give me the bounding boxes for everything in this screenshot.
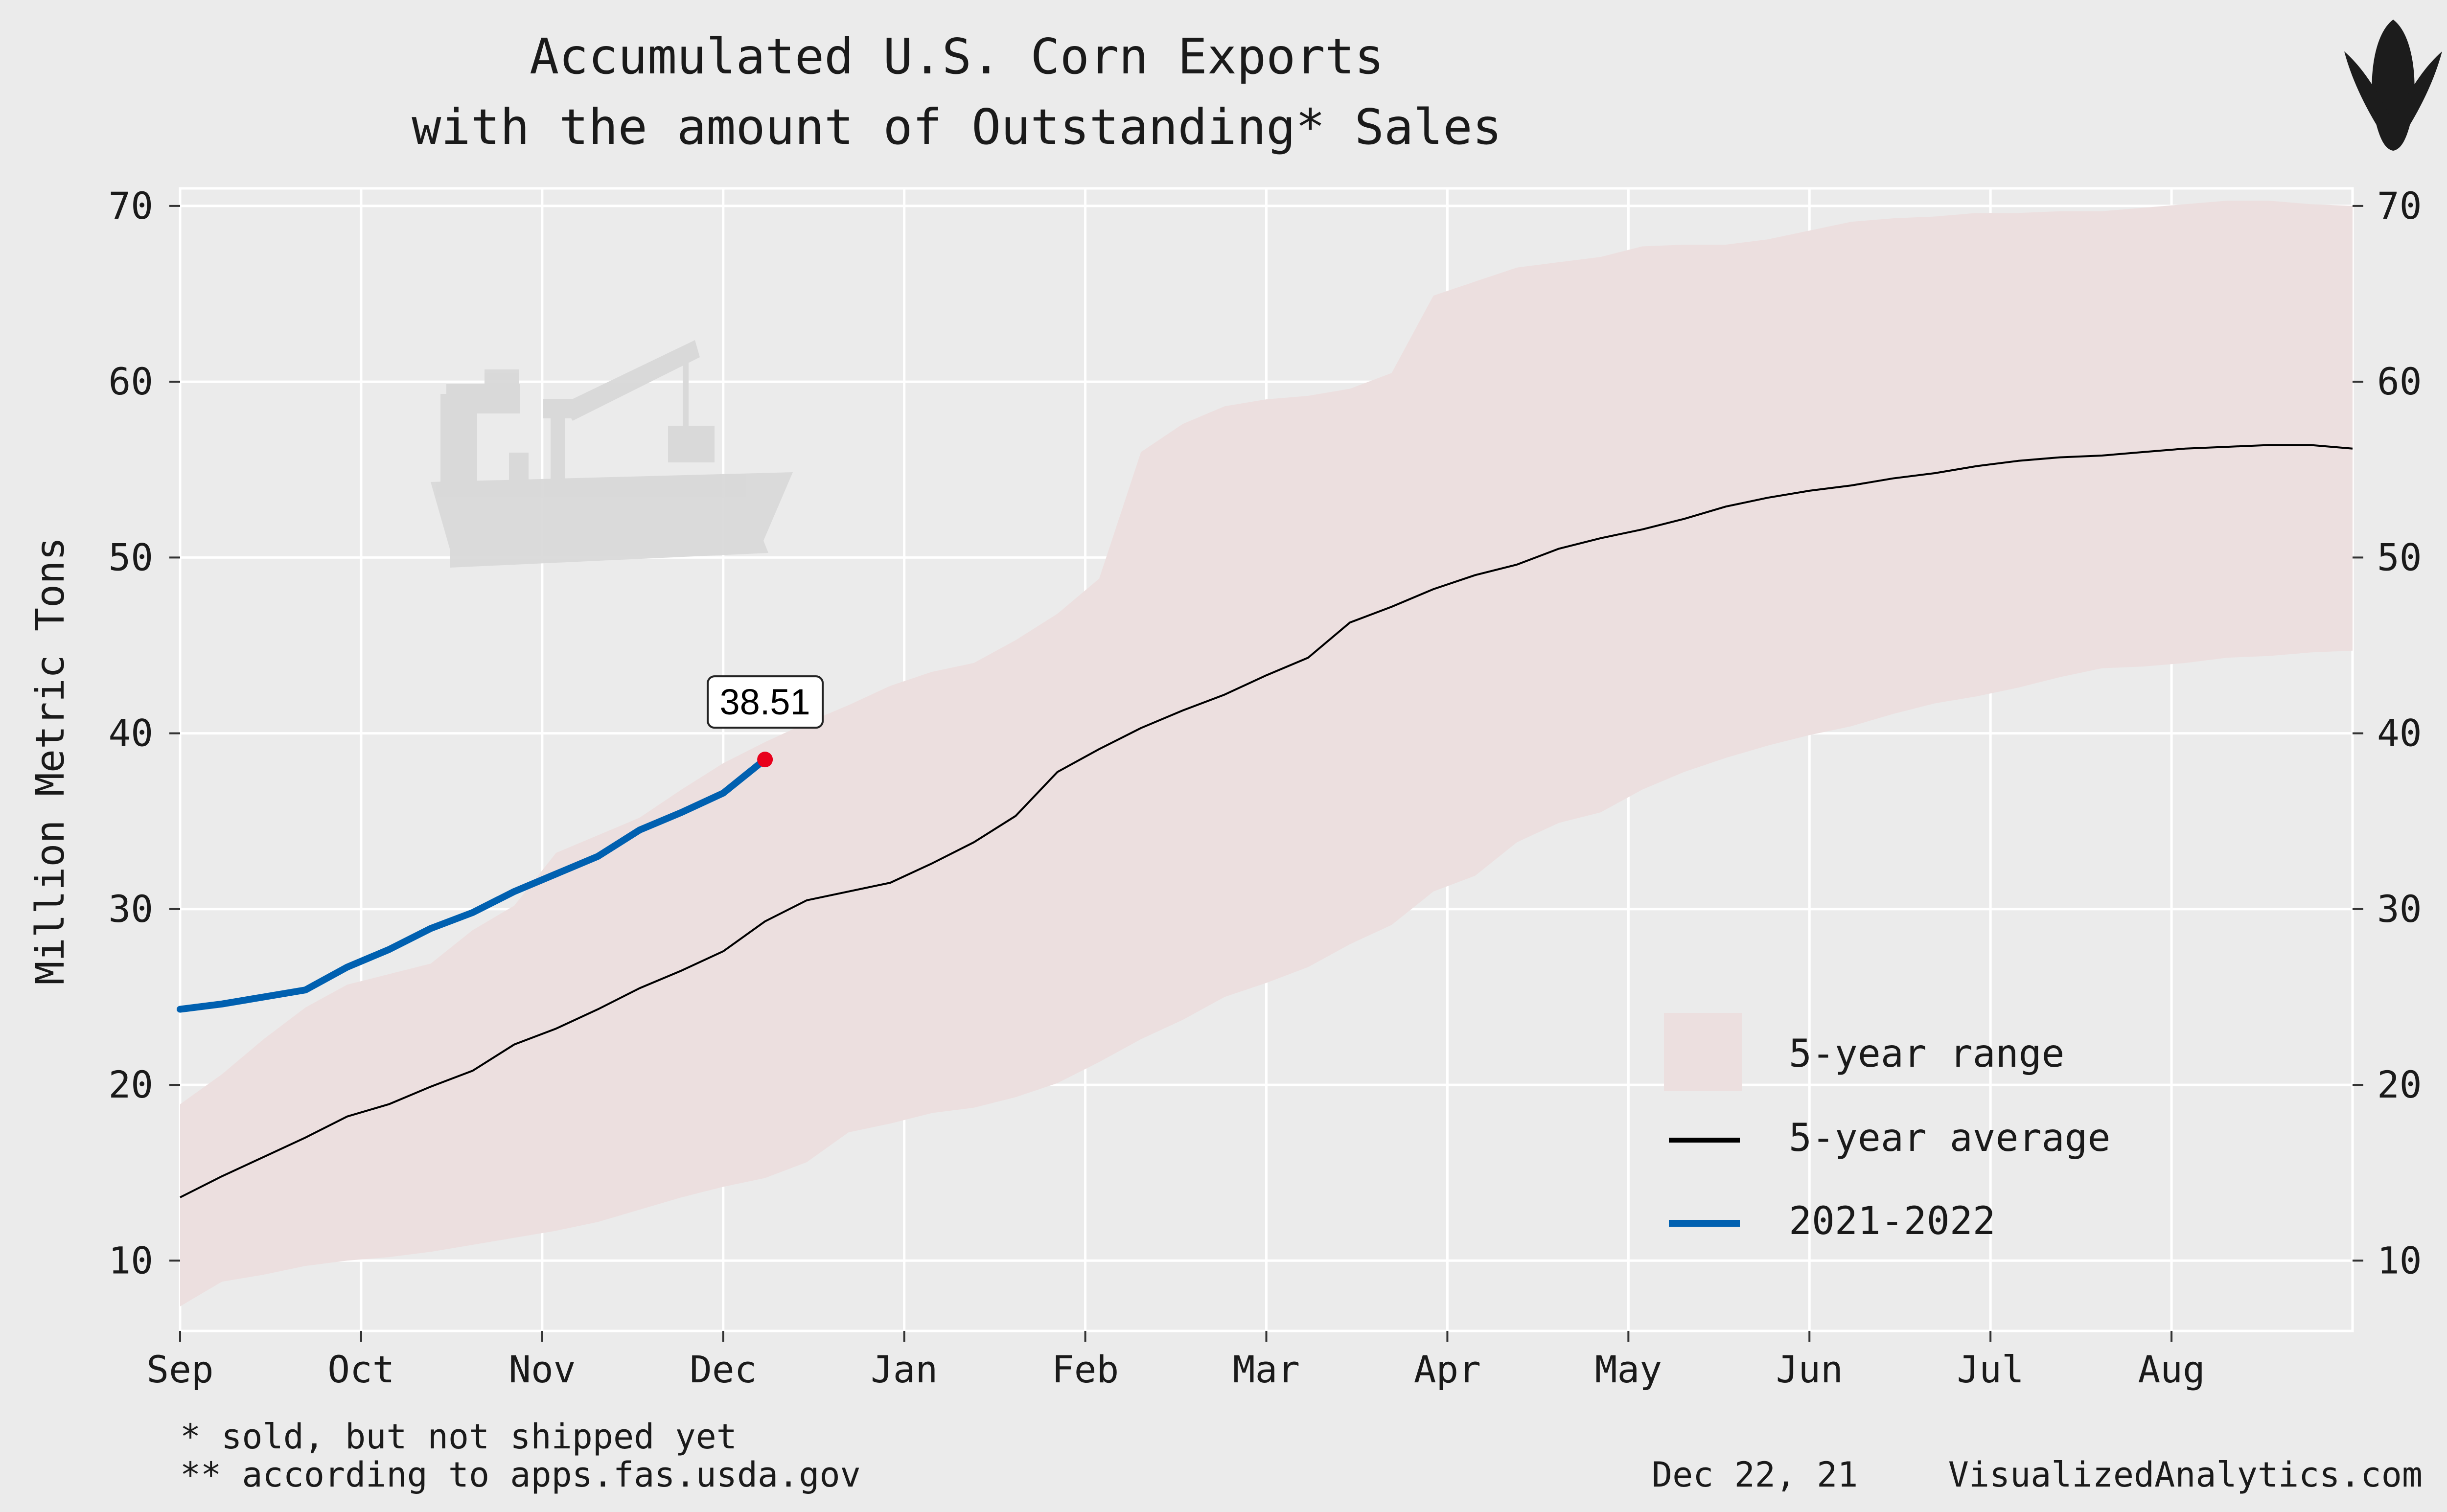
cargo-ship-icon — [431, 340, 793, 568]
credit-site: VisualizedAnalytics.com — [1948, 1455, 2423, 1495]
y-tick-label-right: 20 — [2377, 1063, 2422, 1106]
footnote-1: * sold, but not shipped yet — [180, 1417, 737, 1457]
y-tick-label-right: 40 — [2377, 711, 2422, 755]
axis-labels: 10 10 20 20 30 30 40 40 50 50 60 60 70 70 Sep Oct Nov Dec… — [108, 184, 2422, 1391]
y-tick-label-left: 10 — [108, 1238, 153, 1282]
current-line-layer — [177, 756, 769, 1013]
x-tick-label: Jul — [1957, 1348, 2024, 1391]
x-tick-label: Nov — [508, 1348, 576, 1391]
credit-date: Dec 22, 21 — [1652, 1455, 1858, 1495]
y-tick-label-left: 70 — [108, 184, 153, 228]
series-line-2021-2022 — [177, 756, 769, 1013]
y-tick-label-left: 30 — [108, 887, 153, 931]
last-point-marker — [757, 752, 773, 768]
x-tick-label: Sep — [146, 1348, 213, 1391]
y-tick-label-right: 30 — [2377, 887, 2422, 931]
value-callout: 38.51 — [707, 675, 824, 768]
legend-label-current: 2021-2022 — [1789, 1199, 1996, 1243]
y-tick-label-right: 10 — [2377, 1238, 2422, 1282]
x-tick-label: May — [1595, 1348, 1662, 1391]
range-band-area — [180, 201, 2353, 1306]
legend-label-average: 5-year average — [1789, 1116, 2110, 1160]
x-tick-label: Jun — [1776, 1348, 1843, 1391]
chart-title-line1: Accumulated U.S. Corn Exports — [530, 28, 1384, 85]
x-tick-label: Mar — [1233, 1348, 1300, 1391]
y-tick-label-right: 70 — [2377, 184, 2422, 228]
y-tick-label-left: 60 — [108, 360, 153, 403]
average-line-layer — [180, 444, 2353, 1198]
series-line-5-year-average — [180, 444, 2353, 1198]
legend-swatch-range — [1664, 1013, 1742, 1091]
legend: 5-year range 5-year average 2021-2022 — [1664, 1013, 2110, 1243]
y-tick-label-left: 40 — [108, 711, 153, 755]
x-tick-label: Apr — [1414, 1348, 1481, 1391]
callout-label: 38.51 — [720, 682, 810, 722]
x-tick-label: Jan — [871, 1348, 938, 1391]
callout-box — [707, 675, 824, 729]
y-tick-label-right: 50 — [2377, 535, 2422, 579]
y-tick-label-right: 60 — [2377, 360, 2422, 403]
range-band-layer — [180, 201, 2353, 1306]
x-tick-label: Aug — [2138, 1348, 2205, 1391]
y-tick-label-left: 50 — [108, 535, 153, 579]
legend-label-range: 5-year range — [1789, 1032, 2065, 1076]
x-tick-label: Feb — [1052, 1348, 1119, 1391]
y-tick-label-left: 20 — [108, 1063, 153, 1106]
footnote-2: ** according to apps.fas.usda.gov — [180, 1455, 861, 1495]
y-axis-label: Million Metric Tons — [27, 537, 73, 985]
x-tick-label: Dec — [690, 1348, 757, 1391]
x-tick-label: Oct — [327, 1348, 394, 1391]
chart-title-line2: with the amount of Outstanding* Sales — [412, 98, 1502, 156]
corn-cob-icon — [2344, 20, 2442, 151]
